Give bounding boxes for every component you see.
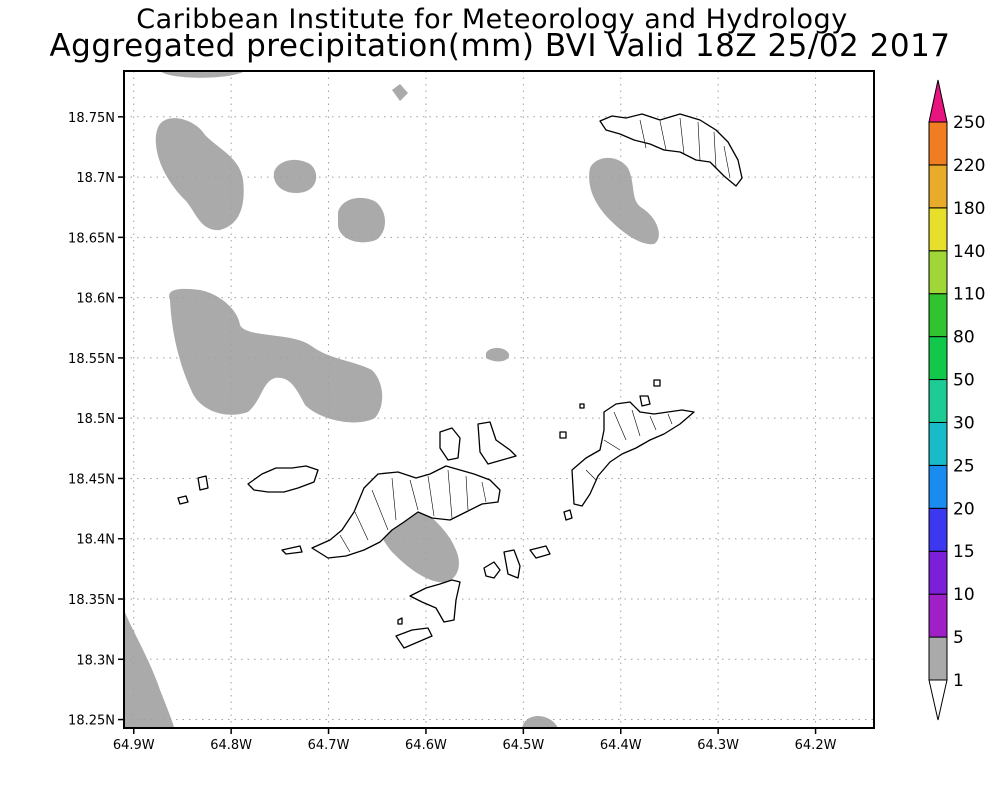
colorbar-label: 10 (953, 585, 975, 605)
island-virgin-gorda-detail (585, 409, 673, 481)
colorbar-label: 15 (953, 542, 975, 562)
colorbar-swatch (928, 207, 948, 252)
island-small (177, 495, 189, 505)
x-tick-label: 64.4W (600, 738, 642, 753)
y-tick-label: 18.75N (68, 111, 115, 126)
island-great-camanoe (477, 421, 517, 465)
colorbar-label: 30 (953, 413, 975, 433)
precip-area (155, 118, 244, 231)
colorbar-swatch (928, 293, 948, 338)
precip-area (273, 159, 317, 194)
colorbar-swatch (928, 593, 948, 638)
colorbar-swatch (928, 250, 948, 295)
precip-area (169, 288, 383, 423)
island-jost-van-dyke (247, 465, 319, 493)
island-virgin-gorda (571, 401, 695, 507)
y-tick-label: 18.5N (76, 412, 115, 427)
precip-area (486, 347, 510, 362)
precip-area (522, 716, 558, 728)
island-anegada (599, 113, 743, 187)
y-tick-label: 18.45N (68, 472, 115, 487)
colorbar-swatch (928, 421, 948, 466)
island-small (281, 545, 303, 555)
chart-title-institution: Caribbean Institute for Meteorology and … (136, 4, 848, 35)
island-small (395, 627, 433, 649)
y-tick-label: 18.6N (76, 292, 115, 307)
y-tick-label: 18.7N (76, 171, 115, 186)
colorbar-swatch (928, 507, 948, 552)
precip-area (338, 197, 385, 243)
x-tick-label: 64.6W (405, 738, 447, 753)
precip-area (392, 84, 408, 101)
colorbar-swatch (928, 336, 948, 381)
island-ginger (529, 545, 551, 559)
island-small (653, 379, 661, 387)
colorbar-label: 50 (953, 371, 975, 391)
y-tick-label: 18.55N (68, 352, 115, 367)
colorbar-label: 180 (953, 199, 985, 219)
colorbar-swatch (928, 636, 948, 681)
island-peter (483, 561, 501, 579)
island-small (563, 509, 573, 521)
island-small (639, 395, 651, 407)
colorbar-label: 110 (953, 285, 985, 305)
island-small (579, 403, 585, 409)
y-axis: 18.75N 18.7N 18.65N 18.6N 18.55N 18.5N 18.45N 1… (68, 111, 124, 729)
colorbar-swatch (928, 121, 948, 166)
colorbar-swatch (928, 464, 948, 509)
colorbar-label: 80 (953, 328, 975, 348)
x-tick-label: 64.2W (795, 738, 837, 753)
colorbar-label: 25 (953, 456, 975, 476)
colorbar-swatch (928, 379, 948, 423)
colorbar-label: 250 (953, 113, 985, 133)
x-axis: 64.9W 64.8W 64.7W 64.6W 64.5W 64.4W 64.3W 64.2W (113, 728, 837, 753)
y-tick-label: 18.25N (68, 714, 115, 729)
colorbar-swatch (928, 164, 948, 209)
colorbar-label: 220 (953, 156, 985, 176)
island-small (197, 475, 209, 491)
colorbar-label: 20 (953, 499, 975, 519)
colorbar-swatch (928, 550, 948, 595)
x-tick-label: 64.7W (308, 738, 350, 753)
x-tick-label: 64.8W (210, 738, 252, 753)
x-tick-label: 64.9W (113, 738, 155, 753)
precipitation-shading (124, 71, 659, 728)
precip-area (160, 71, 245, 78)
island-anegada-detail (639, 117, 731, 179)
island-tortola (311, 465, 501, 559)
colorbar-label: 5 (953, 628, 964, 648)
colorbar-label: 140 (953, 242, 985, 262)
island-norman (409, 579, 461, 623)
colorbar-over-triangle (928, 79, 948, 123)
chart-title-product: Aggregated precipitation(mm) BVI Valid 1… (49, 28, 951, 64)
y-tick-label: 18.3N (76, 653, 115, 668)
precip-area (124, 610, 175, 728)
y-tick-label: 18.65N (68, 231, 115, 246)
island-small (559, 431, 567, 439)
island-guana (439, 427, 461, 461)
precip-area (589, 157, 659, 245)
y-tick-label: 18.35N (68, 593, 115, 608)
island-small (397, 617, 403, 625)
land-outlines (177, 113, 743, 649)
plot-frame (123, 70, 875, 729)
y-tick-label: 18.4N (76, 533, 115, 548)
x-tick-label: 64.3W (697, 738, 739, 753)
graticule (124, 71, 874, 728)
colorbar-label: 1 (953, 671, 964, 691)
island-cooper (503, 549, 521, 579)
colorbar-under-triangle (928, 679, 948, 721)
x-tick-label: 64.5W (502, 738, 544, 753)
island-tortola-detail (339, 469, 487, 553)
